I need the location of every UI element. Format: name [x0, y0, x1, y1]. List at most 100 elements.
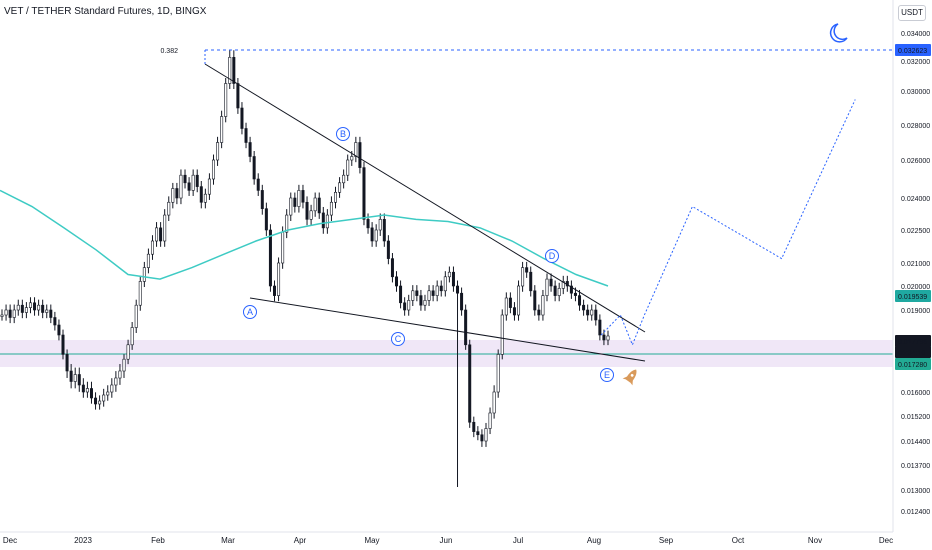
fib-price-badge: 0.032623: [898, 48, 927, 55]
candle-body: [342, 174, 346, 184]
candle-body: [142, 267, 146, 282]
y-tick-label: 0.021000: [901, 261, 930, 268]
candle-body: [240, 107, 244, 129]
candle-body: [138, 281, 142, 306]
candle-body: [484, 428, 488, 442]
candle-body: [561, 281, 565, 289]
candle-body: [216, 142, 220, 161]
candle-body: [468, 344, 472, 423]
candle-body: [187, 182, 191, 191]
x-tick-label: Mar: [221, 536, 235, 545]
candle-body: [268, 229, 272, 287]
candle-body: [549, 278, 553, 287]
candle-body: [338, 182, 342, 193]
candle-body: [541, 295, 545, 316]
y-tick-label: 0.019000: [901, 308, 930, 315]
candle-body: [57, 324, 61, 336]
candle-body: [317, 197, 321, 214]
candle-body: [146, 253, 150, 268]
x-tick-label: Sep: [659, 536, 674, 545]
candle-body: [98, 400, 102, 405]
candle-body: [167, 201, 171, 216]
candle-body: [411, 290, 415, 301]
current-price-badge-bg: [895, 335, 931, 347]
candle-body: [110, 384, 114, 393]
unit-selector[interactable]: USDT: [898, 5, 926, 21]
y-tick-label: 0.020000: [901, 284, 930, 291]
y-tick-label: 0.016000: [901, 390, 930, 397]
candle-body: [12, 309, 16, 318]
candle-body: [171, 188, 175, 203]
candle-body: [297, 190, 301, 207]
candle-body: [8, 309, 12, 318]
candle-body: [150, 240, 154, 255]
candle-body: [480, 434, 484, 442]
candle-body: [94, 397, 98, 405]
x-tick-label: Dec: [879, 536, 893, 545]
candle-body: [65, 354, 69, 372]
candle-body: [390, 258, 394, 278]
x-tick-label: May: [364, 536, 379, 545]
wave-label-circle: [391, 332, 405, 346]
candle-body: [195, 174, 199, 187]
fib-label: 0.382: [160, 48, 178, 55]
wave-label-c: C: [395, 334, 402, 344]
candle-body: [126, 344, 130, 360]
candle-body: [28, 302, 32, 308]
candle-body: [415, 290, 419, 296]
candle-body: [521, 267, 525, 287]
candle-body: [354, 142, 358, 157]
y-tick-label: 0.014400: [901, 439, 930, 446]
y-tick-label: 0.013700: [901, 463, 930, 470]
candle-body: [159, 227, 163, 242]
candle-body: [419, 295, 423, 306]
candle-body: [435, 285, 439, 296]
candle-body: [582, 304, 586, 311]
candle-body: [220, 116, 224, 143]
candle-body: [606, 335, 610, 341]
candle-body: [553, 285, 557, 296]
wave-label-b: B: [340, 129, 346, 139]
y-tick-label: 0.012400: [901, 509, 930, 516]
candle-body: [0, 314, 4, 317]
candle-body: [207, 178, 211, 195]
candle-body: [33, 302, 37, 311]
candle-body: [61, 334, 65, 355]
candle-body: [517, 285, 521, 316]
projection-path: [600, 99, 856, 347]
candle-body: [155, 227, 159, 242]
chart-title: VET / TETHER Standard Futures, 1D, BINGX: [4, 6, 207, 17]
ma-price-badge-bg: [895, 290, 931, 302]
wedge-upper-line: [204, 63, 646, 333]
candle-body: [598, 319, 602, 336]
candle-body: [260, 190, 264, 209]
candle-body: [439, 285, 443, 292]
candle-body: [382, 219, 386, 242]
candle-body: [309, 210, 313, 220]
candle-body: [533, 290, 537, 311]
y-tick-label: 0.028000: [901, 123, 930, 130]
candle-body: [590, 309, 594, 316]
candle-body: [464, 309, 468, 346]
y-tick-label: 0.030000: [901, 89, 930, 96]
candle-body: [199, 186, 203, 203]
candle-body: [329, 201, 333, 216]
candle-body: [69, 370, 73, 382]
candle-body: [447, 271, 451, 278]
wedge-lower-line: [249, 297, 646, 362]
candle-body: [395, 276, 399, 287]
candle-body: [45, 309, 49, 313]
x-tick-label: Jul: [513, 536, 523, 545]
candle-body: [529, 271, 533, 292]
candle-body: [301, 190, 305, 203]
x-tick-label: Apr: [294, 536, 307, 545]
candle-body: [573, 292, 577, 296]
countdown-badge: 06:34:16: [898, 350, 925, 357]
candle-body: [334, 192, 338, 203]
candle-body: [264, 208, 268, 231]
moon-icon: [829, 23, 848, 43]
candle-body: [358, 142, 362, 168]
fib-price-badge-bg: [895, 44, 931, 56]
candle-body: [89, 388, 93, 399]
